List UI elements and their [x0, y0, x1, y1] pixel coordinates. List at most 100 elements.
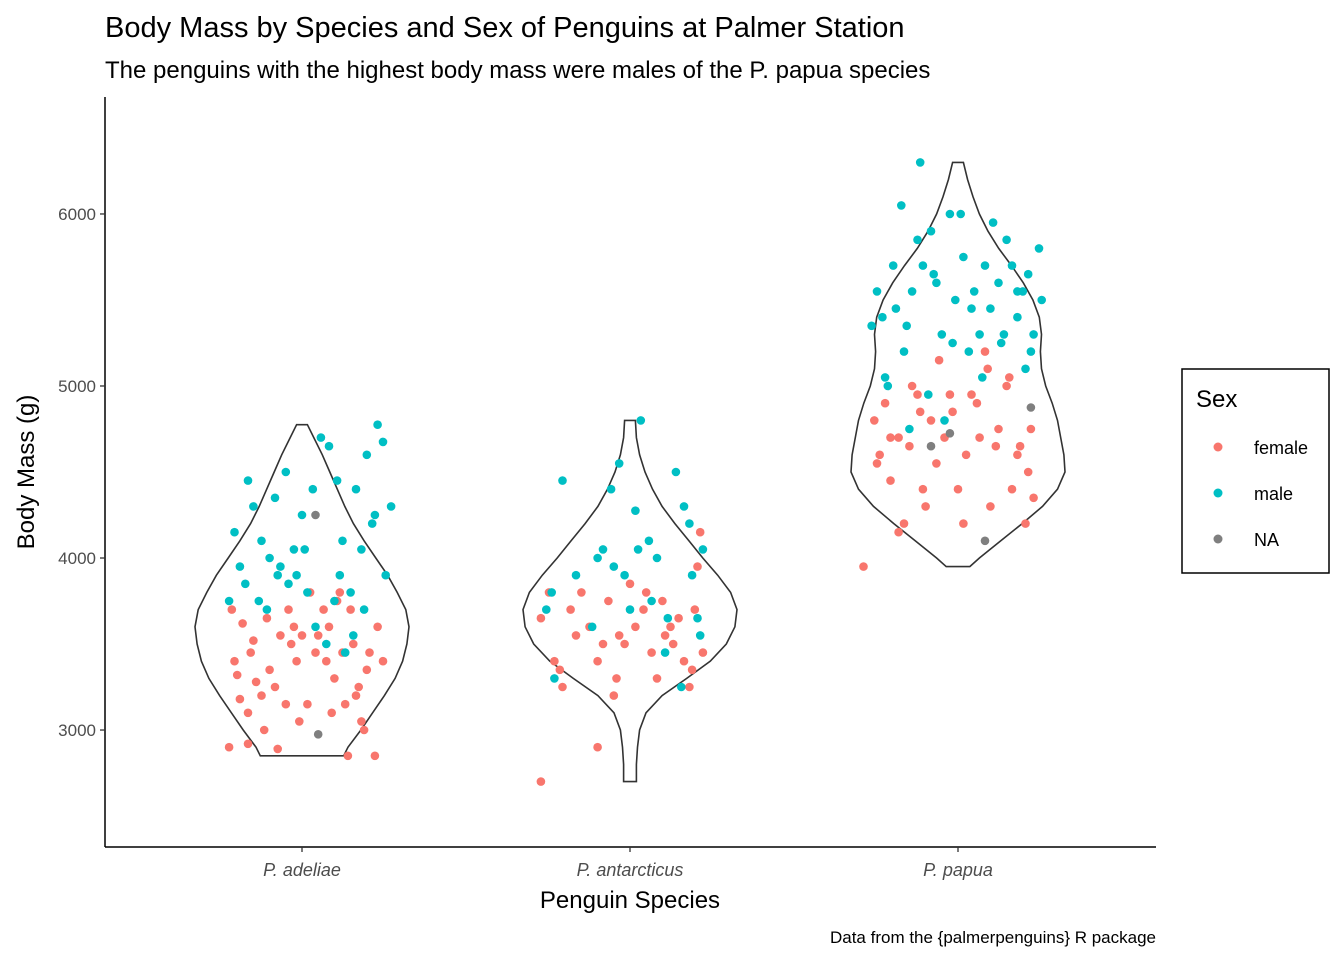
point-female — [276, 631, 285, 640]
point-female — [357, 717, 366, 726]
point-na — [945, 429, 955, 438]
point-male — [695, 631, 705, 640]
point-male — [937, 330, 947, 339]
point-female — [926, 416, 936, 425]
point-female — [593, 656, 602, 666]
point-female — [948, 407, 957, 417]
point-female — [647, 648, 656, 657]
legend: Sex female male NA — [1181, 368, 1330, 574]
point-female — [319, 605, 328, 614]
point-female — [991, 441, 1001, 451]
legend-entries: female male NA — [1213, 438, 1308, 550]
point-male — [1034, 244, 1044, 253]
point-female — [292, 656, 301, 666]
point-female — [679, 656, 689, 666]
point-male — [679, 502, 689, 511]
point-male — [1037, 295, 1046, 305]
point-female — [340, 699, 350, 709]
point-male — [897, 201, 906, 210]
point-male — [899, 347, 909, 356]
point-male — [340, 648, 350, 657]
point-male — [878, 312, 887, 322]
point-male — [660, 648, 670, 657]
point-male — [289, 545, 299, 554]
point-female — [905, 441, 914, 451]
point-male — [1029, 330, 1038, 339]
x-tick-label: P. adeliae — [263, 860, 341, 880]
y-tick-label: 6000 — [58, 205, 96, 224]
point-male — [230, 527, 239, 537]
point-male — [988, 218, 998, 227]
point-male — [322, 639, 331, 649]
point-female — [660, 631, 670, 640]
point-female — [967, 390, 976, 399]
point-male — [284, 579, 293, 589]
point-male — [273, 570, 283, 580]
point-female — [235, 694, 245, 704]
point-male — [300, 545, 310, 554]
point-male — [262, 605, 272, 614]
point-female — [620, 639, 629, 649]
point-male — [948, 338, 957, 348]
x-tick-label: P. antarcticus — [577, 860, 684, 880]
point-male — [1026, 347, 1036, 356]
point-female — [370, 751, 380, 761]
point-female — [284, 605, 293, 614]
point-female — [1015, 441, 1025, 451]
point-female — [246, 648, 255, 657]
point-male — [378, 437, 388, 447]
point-female — [262, 613, 272, 623]
point-female — [875, 450, 884, 460]
point-female — [687, 665, 697, 675]
point-female — [652, 674, 662, 683]
point-male — [1013, 312, 1022, 322]
point-female — [915, 407, 925, 417]
chart-subtitle: The penguins with the highest body mass … — [105, 57, 930, 84]
point-female — [609, 691, 619, 700]
point-female — [674, 613, 683, 623]
point-male — [969, 287, 979, 296]
point-female — [365, 648, 374, 657]
y-tick-label: 4000 — [58, 549, 96, 568]
point-male — [956, 209, 965, 219]
point-male — [978, 373, 987, 382]
point-male — [915, 158, 925, 167]
point-female — [249, 636, 258, 645]
point-na — [980, 536, 990, 546]
point-male — [335, 570, 345, 580]
point-male — [924, 390, 933, 399]
point-male — [671, 467, 681, 477]
point-female — [859, 562, 868, 571]
violin-ppapua — [850, 161, 1066, 568]
point-female — [354, 682, 364, 692]
point-male — [303, 588, 312, 597]
point-female — [257, 691, 266, 700]
point-female — [362, 665, 372, 675]
point-male — [606, 484, 616, 494]
point-male — [996, 338, 1006, 348]
point-female — [934, 355, 944, 365]
point-male — [311, 622, 320, 632]
point-na — [926, 441, 936, 451]
point-female — [378, 656, 388, 666]
point-male — [647, 596, 656, 606]
point-female — [953, 484, 963, 494]
legend-key-male — [1213, 488, 1223, 498]
point-female — [335, 588, 345, 597]
point-male — [316, 433, 326, 442]
point-male — [964, 347, 974, 356]
point-female — [693, 562, 702, 571]
point-male — [370, 510, 380, 520]
point-female — [289, 622, 299, 632]
point-female — [343, 751, 353, 761]
point-male — [254, 596, 264, 606]
point-male — [1002, 235, 1011, 245]
point-female — [311, 648, 320, 657]
point-male — [687, 570, 697, 580]
violin-padeliae — [194, 423, 410, 757]
point-female — [373, 622, 382, 632]
point-male — [926, 226, 936, 236]
point-male — [332, 476, 342, 485]
point-male — [1023, 269, 1033, 279]
point-female — [265, 665, 274, 675]
